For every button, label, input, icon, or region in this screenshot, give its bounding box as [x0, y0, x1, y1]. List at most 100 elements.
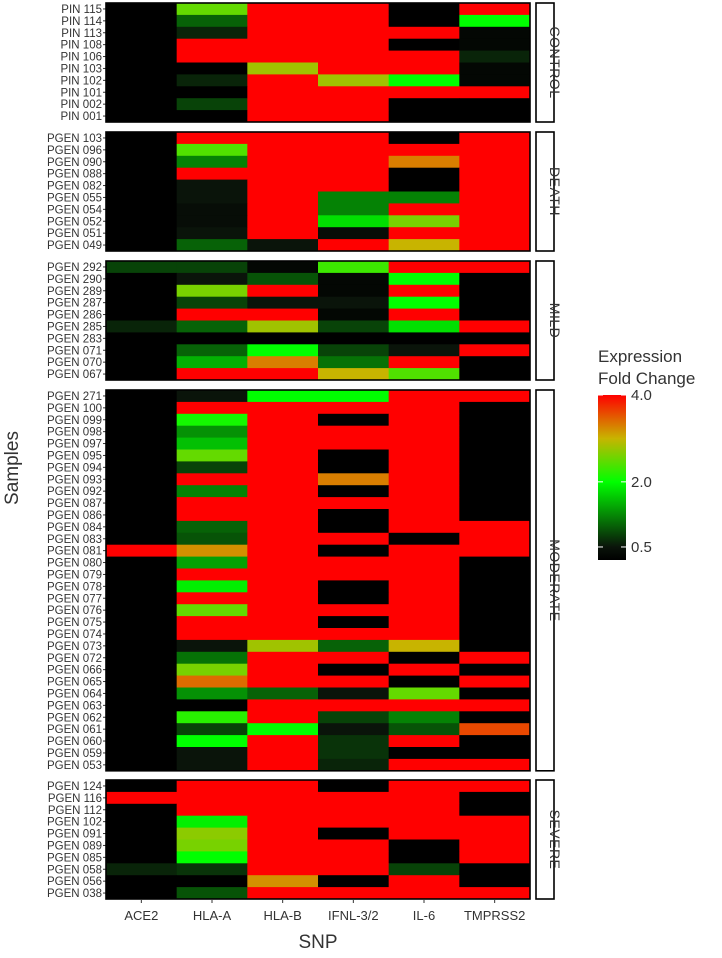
heatmap-cell [247, 628, 319, 641]
heatmap-cell [388, 461, 460, 474]
heatmap-cell [176, 616, 248, 629]
heatmap-cell [388, 98, 460, 111]
facet-strip [535, 131, 555, 252]
heatmap-cell [388, 839, 460, 852]
row-label: PGEN 076 [47, 605, 102, 617]
heatmap-cell [388, 735, 460, 748]
row-label: PGEN 059 [47, 748, 102, 760]
row-label: PGEN 055 [47, 192, 102, 204]
heatmap-cell [318, 473, 390, 486]
heatmap-cell [247, 390, 319, 403]
heatmap-cell [388, 191, 460, 204]
heatmap-cell [318, 401, 390, 415]
heatmap-cell [459, 14, 531, 28]
heatmap-cell [247, 167, 319, 180]
heatmap-cell [176, 332, 248, 345]
heatmap-cell [106, 110, 178, 123]
heatmap-cell [176, 425, 248, 438]
heatmap-cell [318, 110, 390, 123]
heatmap-cell [247, 604, 319, 617]
heatmap-cell [318, 191, 390, 204]
heatmap-cell [318, 758, 390, 772]
heatmap-cell [459, 368, 531, 381]
legend-title-line2: Fold Change [598, 369, 695, 388]
heatmap-cell [459, 780, 531, 793]
heatmap-cell [247, 143, 319, 157]
heatmap-cell [176, 723, 248, 736]
heatmap-cell [247, 815, 319, 828]
heatmap-cell [388, 711, 460, 724]
heatmap-cell [459, 735, 531, 748]
heatmap-cell [247, 215, 319, 228]
heatmap-cell [459, 628, 531, 641]
row-label: PGEN 062 [47, 712, 102, 724]
heatmap-cell [459, 239, 531, 252]
legend-tick-label: 2.0 [631, 474, 652, 491]
heatmap-cell [247, 261, 319, 274]
facet-label: DEATH [547, 167, 563, 216]
heatmap-cell [106, 284, 178, 298]
row-label: PGEN 290 [47, 274, 102, 286]
heatmap-cell [247, 532, 319, 546]
heatmap-cell [318, 3, 390, 16]
heatmap-cell [459, 332, 531, 345]
heatmap-cell [106, 723, 178, 736]
heatmap-cell [176, 851, 248, 864]
heatmap-cell [176, 568, 248, 581]
row-label: PIN 115 [61, 4, 102, 16]
heatmap-cell [318, 699, 390, 712]
x-axis-title: SNP [298, 932, 337, 953]
heatmap-cell [176, 86, 248, 99]
heatmap-cell [176, 827, 248, 840]
heatmap-cell [176, 651, 248, 665]
heatmap-cell [247, 780, 319, 793]
x-tick-label: TMPRSS2 [464, 908, 525, 923]
heatmap-cell [318, 568, 390, 581]
heatmap-cell [247, 132, 319, 145]
heatmap-cell [106, 413, 178, 427]
heatmap-cell [318, 239, 390, 252]
heatmap-cell [388, 580, 460, 593]
heatmap-cell [106, 556, 178, 569]
heatmap-cell [176, 227, 248, 240]
heatmap-cell [459, 485, 531, 498]
heatmap-cell [388, 604, 460, 617]
panel-border [105, 131, 531, 252]
heatmap-cell [388, 38, 460, 51]
heatmap-cell [388, 509, 460, 522]
heatmap-cell [106, 780, 178, 793]
heatmap-cell [388, 284, 460, 298]
row-label: PGEN 094 [47, 462, 103, 474]
heatmap-cell [318, 284, 390, 298]
heatmap-cell [459, 532, 531, 546]
heatmap-cell [459, 98, 531, 111]
heatmap-cell [106, 604, 178, 617]
heatmap-cell [318, 803, 390, 817]
heatmap-cell [318, 132, 390, 145]
heatmap-cell [247, 687, 319, 700]
heatmap-cell [247, 839, 319, 852]
heatmap-cell [459, 86, 531, 99]
heatmap-cell [318, 863, 390, 876]
heatmap-cell [318, 86, 390, 99]
heatmap-cell [318, 461, 390, 474]
heatmap-cell [247, 203, 319, 216]
heatmap-cell [318, 875, 390, 888]
heatmap-cell [176, 556, 248, 569]
heatmap-cell [176, 544, 248, 557]
heatmap-cell [247, 592, 319, 605]
heatmap-cell [106, 758, 178, 772]
heatmap-cell [247, 639, 319, 653]
color-legend: Expression Fold Change 4.0 2.0 0.5 [598, 347, 695, 560]
heatmap-cell [388, 473, 460, 486]
heatmap-cell [459, 437, 531, 450]
heatmap-cell [388, 62, 460, 75]
heatmap-cell [318, 556, 390, 569]
x-tick-label: ACE2 [124, 908, 158, 923]
heatmap-cell [176, 74, 248, 87]
row-label: PGEN 049 [47, 240, 102, 252]
row-label: PGEN 287 [47, 298, 102, 310]
heatmap-cell [176, 473, 248, 486]
heatmap-cell [318, 38, 390, 51]
row-label: PGEN 292 [47, 262, 102, 274]
